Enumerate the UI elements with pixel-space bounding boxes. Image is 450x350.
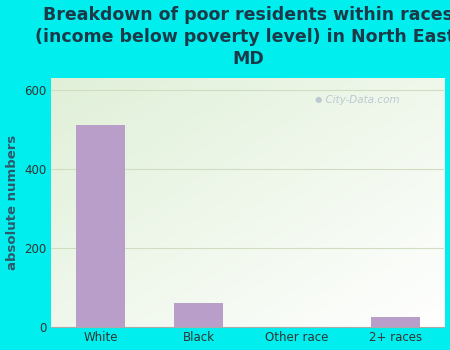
- Bar: [371, 317, 420, 327]
- Y-axis label: absolute numbers: absolute numbers: [5, 135, 18, 270]
- Title: Breakdown of poor residents within races
(income below poverty level) in North E: Breakdown of poor residents within races…: [35, 6, 450, 68]
- Text: ●: ●: [315, 95, 322, 104]
- Bar: [76, 125, 125, 327]
- Text: City-Data.com: City-Data.com: [319, 95, 399, 105]
- Bar: [174, 303, 223, 327]
